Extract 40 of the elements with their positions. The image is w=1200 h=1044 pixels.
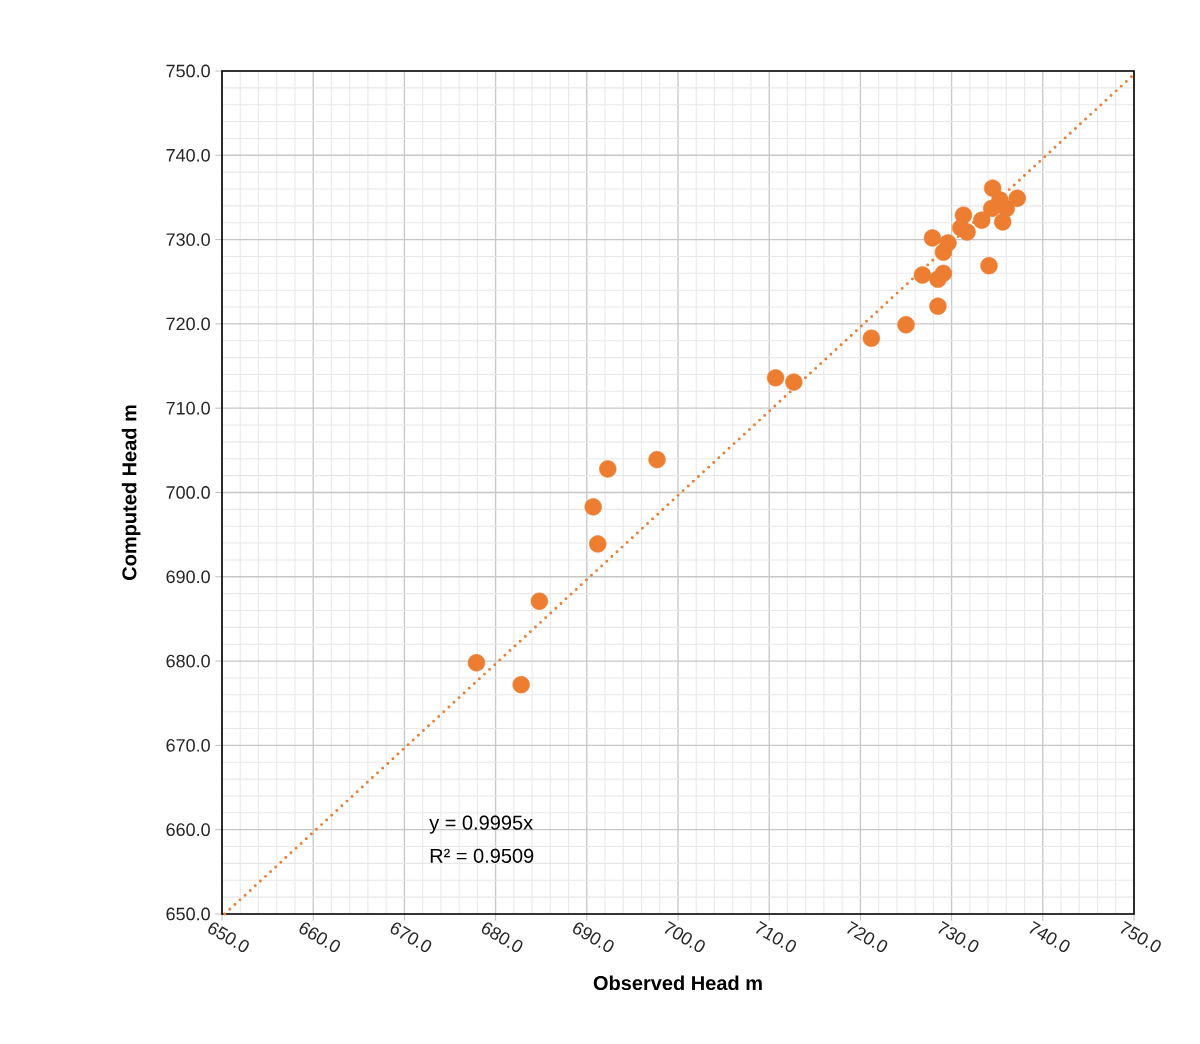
y-tick-label: 660.0 xyxy=(166,823,210,837)
point xyxy=(584,498,602,516)
point xyxy=(648,450,666,469)
x-tick-label: 660.0 xyxy=(299,922,341,953)
point xyxy=(939,234,957,252)
point xyxy=(467,654,486,672)
y-tick-label: 710.0 xyxy=(166,401,210,415)
y-axis-title: Computed Head m xyxy=(121,405,141,581)
x-tick-label: 670.0 xyxy=(390,922,432,953)
y-tick-label: 730.0 xyxy=(166,233,210,246)
annotation: y = 0.9995x xyxy=(429,815,533,834)
x-tick-label: 680.0 xyxy=(481,922,523,953)
point xyxy=(589,535,607,553)
point xyxy=(785,373,803,391)
point xyxy=(862,329,881,347)
point xyxy=(929,297,947,315)
x-axis-title: Observed Head m xyxy=(593,975,762,991)
y-tick-label: 670.0 xyxy=(166,739,210,752)
point xyxy=(512,676,530,694)
point xyxy=(958,223,976,241)
point xyxy=(1008,189,1026,207)
y-tick-label: 700.0 xyxy=(166,486,210,499)
point xyxy=(599,460,617,478)
y-tick-label: 690.0 xyxy=(166,570,210,584)
y-tick-label: 720.0 xyxy=(166,317,210,331)
point xyxy=(934,264,953,282)
y-tick-label: 750.0 xyxy=(166,64,210,78)
point xyxy=(766,369,785,387)
point xyxy=(530,592,549,610)
annotation: R² = 0.9509 xyxy=(430,848,534,863)
x-tick-label: 650.0 xyxy=(208,922,249,953)
point xyxy=(913,266,932,284)
y-tick-label: 740.0 xyxy=(166,148,210,162)
y-tick-label: 680.0 xyxy=(166,654,210,668)
point xyxy=(923,229,942,247)
x-tick-label: 690.0 xyxy=(573,922,614,953)
point xyxy=(973,211,991,229)
point xyxy=(980,257,998,275)
y-tick-label: 650.0 xyxy=(166,907,210,921)
point xyxy=(897,316,915,334)
